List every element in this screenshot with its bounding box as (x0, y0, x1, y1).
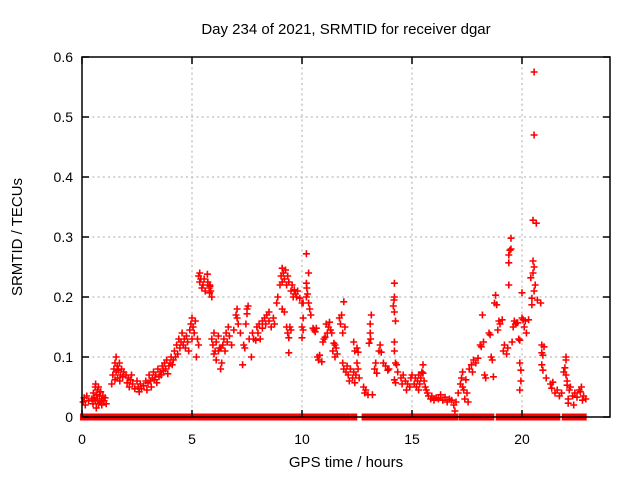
plot-border (81, 56, 611, 418)
y-tick-label: 0.2 (54, 289, 74, 305)
chart-title: Day 234 of 2021, SRMTID for receiver dga… (201, 21, 490, 38)
y-tick-label: 0.1 (54, 349, 74, 365)
y-tick-label: 0.6 (54, 49, 74, 65)
x-tick-label: 10 (294, 431, 310, 447)
y-tick-label: 0.4 (54, 169, 74, 185)
x-tick-label: 5 (188, 431, 196, 447)
x-tick-label: 20 (514, 431, 530, 447)
x-tick-label: 15 (404, 431, 420, 447)
grid-lines (82, 57, 610, 417)
gridlines (82, 57, 610, 417)
scatter-plus-markers (79, 68, 590, 415)
tick-labels: 0 5 10 15 20 0 0.1 0.2 0.3 0.4 0.5 0.6 (54, 49, 530, 447)
y-axis-label: SRMTID / TECUs (9, 178, 26, 296)
x-axis-label: GPS time / hours (289, 454, 403, 471)
y-tick-label: 0 (65, 409, 73, 425)
y-tick-label: 0.5 (54, 109, 74, 125)
x-tick-label: 0 (78, 431, 86, 447)
y-tick-label: 0.3 (54, 229, 74, 245)
axes-border-and-ticks (81, 56, 611, 418)
